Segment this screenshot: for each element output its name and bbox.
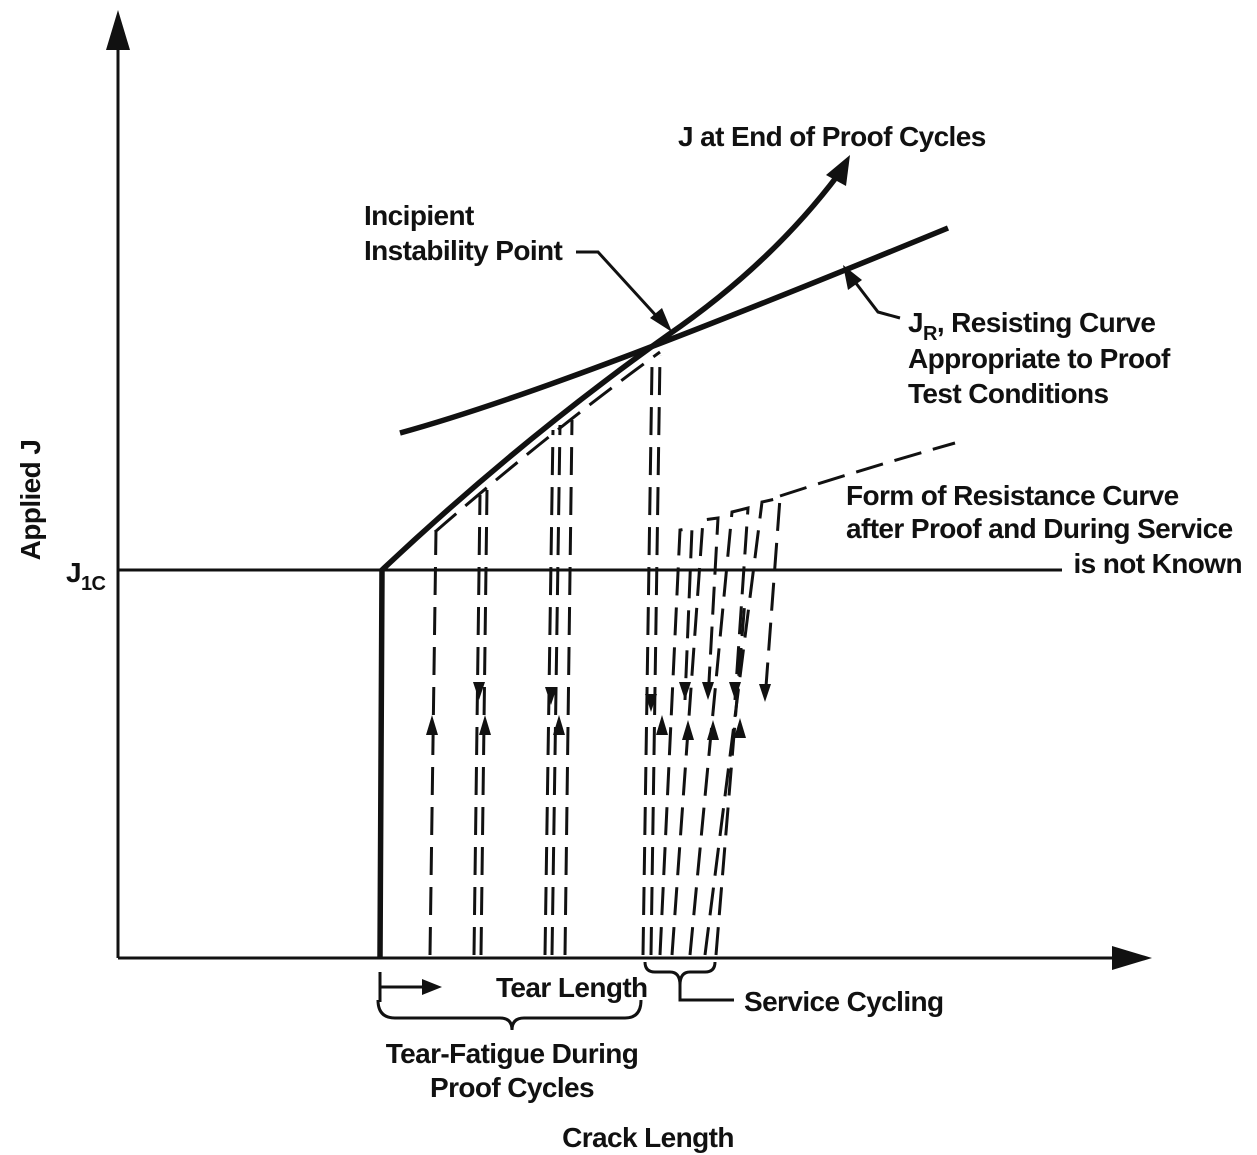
tear-arrow (422, 979, 442, 995)
resisting-label: Appropriate to Proof (908, 343, 1171, 374)
service-cycling-label: Service Cycling (744, 986, 944, 1017)
service-leader (678, 985, 734, 1002)
instability-arrow (650, 308, 672, 332)
resisting-arrow (843, 265, 862, 290)
x-arrow (1112, 946, 1152, 970)
proof-cycles (426, 354, 662, 956)
jr-subscript: R (923, 323, 938, 345)
resisting-label: Test Conditions (908, 378, 1108, 409)
instability-label: Instability Point (364, 235, 563, 266)
tear-path (434, 350, 661, 534)
applied-arrow (826, 155, 850, 186)
service-curve-label: Form of Resistance Curve (846, 480, 1179, 511)
instability-leader (576, 250, 662, 322)
resisting-leader (850, 277, 901, 320)
tear-length-label: Tear Length (496, 972, 648, 1003)
tear-fatigue-bracket (376, 999, 643, 1031)
x-axis-label: Crack Length (562, 1122, 734, 1153)
y-axis-label: Applied J (15, 440, 46, 561)
tear-fatigue-label: Tear-Fatigue During (386, 1038, 639, 1069)
service-cycles (656, 441, 956, 956)
resisting-label: JR, Resisting Curve (908, 307, 1155, 345)
applied-curve-label: J at End of Proof Cycles (678, 121, 986, 152)
instability-label: Incipient (364, 200, 474, 231)
resisting-text: , Resisting Curve (937, 307, 1156, 338)
service-bracket (643, 961, 717, 986)
applied-curve (377, 173, 841, 959)
j1c-label: J1C (66, 557, 106, 595)
j1c-subscript: 1C (81, 573, 106, 595)
service-curve-label: after Proof and During Service (846, 513, 1233, 544)
tear-fatigue-label: Proof Cycles (430, 1072, 594, 1103)
jr-symbol: J (908, 307, 923, 338)
j1c-symbol: J (66, 557, 81, 588)
service-curve-label: is not Known (1073, 548, 1242, 579)
y-arrow (106, 10, 130, 50)
